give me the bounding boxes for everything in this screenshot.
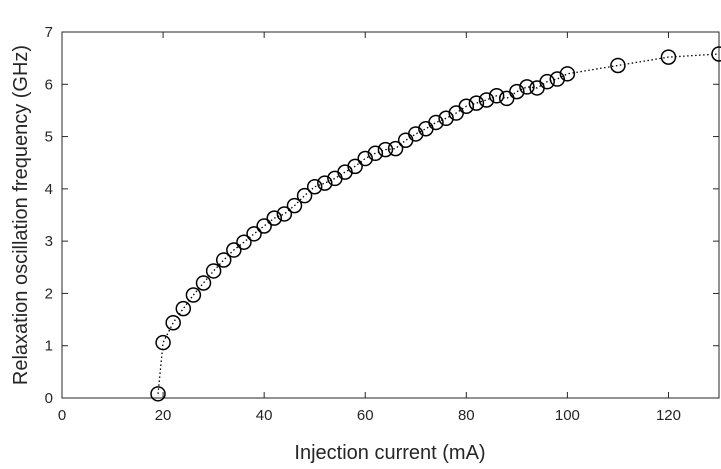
data-point [488,88,505,104]
data-point [660,49,677,65]
data-point [276,206,293,222]
y-tick-label: 6 [45,76,53,93]
data-point [387,140,404,157]
data-point [306,179,323,195]
data-point [195,275,212,291]
y-axis-label: Relaxation oscillation frequency (GHz) [10,45,32,385]
data-point [468,95,485,111]
data-point [357,150,373,167]
data-point [509,83,525,100]
data-point [256,218,272,234]
data-point [519,79,535,95]
data-point [408,126,424,142]
y-tick-label: 2 [45,285,53,302]
x-tick-label: 40 [256,407,273,424]
data-point [438,110,454,127]
data-point [347,158,363,175]
x-tick-label: 0 [58,407,66,424]
data-point [246,226,262,242]
y-axis-ticks: 0 1 2 3 4 5 6 7 [45,24,719,407]
data-point [539,73,555,90]
data-point [559,66,576,82]
data-point [317,175,333,191]
data-point [205,263,222,279]
y-tick-label: 1 [45,338,53,355]
x-axis-ticks: 0 20 40 60 80 100 120 [58,32,681,424]
data-point [155,334,171,351]
x-tick-label: 120 [656,407,681,424]
y-tick-label: 3 [45,233,53,250]
data-point [175,300,192,317]
data-point [286,197,303,214]
data-point [185,287,202,303]
y-tick-label: 4 [45,181,53,198]
data-point [549,71,566,87]
x-tick-label: 20 [155,407,172,424]
data-point [236,234,252,250]
x-tick-label: 80 [458,407,475,424]
x-tick-label: 100 [555,407,580,424]
data-point [165,314,181,331]
data-point [377,141,394,158]
data-point [150,386,166,402]
data-point [428,114,444,131]
data-points [150,46,721,402]
data-point [266,210,283,226]
data-point [215,252,232,268]
y-tick-label: 7 [45,24,53,41]
y-tick-label: 5 [45,129,53,146]
data-point [610,57,626,74]
x-tick-label: 60 [357,407,374,424]
data-point [367,145,384,162]
data-point [226,242,242,258]
series-line [157,53,720,394]
y-tick-label: 0 [45,390,53,407]
data-point [478,92,495,108]
data-point [458,98,475,114]
data-point [296,187,313,204]
data-point [711,46,721,62]
x-axis-label: Injection current (mA) [294,442,485,464]
plot-area [61,31,720,399]
